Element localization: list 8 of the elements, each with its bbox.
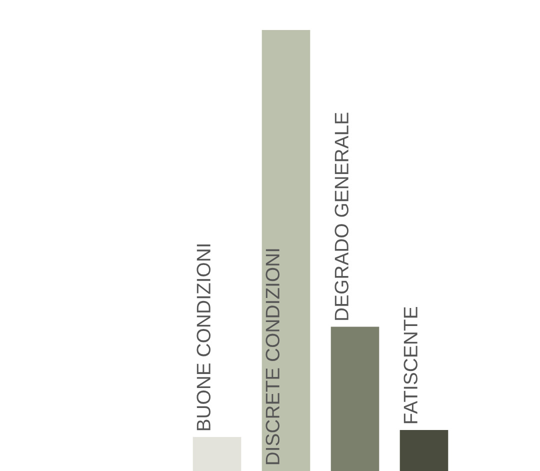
x-tick-label: FATISCENTE — [404, 307, 418, 424]
bar — [192, 437, 242, 471]
x-tick-label: DEGRADO GENERALE — [334, 112, 348, 320]
bar — [330, 326, 380, 471]
bar — [262, 30, 310, 471]
x-tick-label: DISCRETE CONDIZIONI — [266, 249, 280, 464]
x-tick-label: BUONE CONDIZIONI — [196, 244, 210, 430]
bar — [400, 430, 448, 471]
